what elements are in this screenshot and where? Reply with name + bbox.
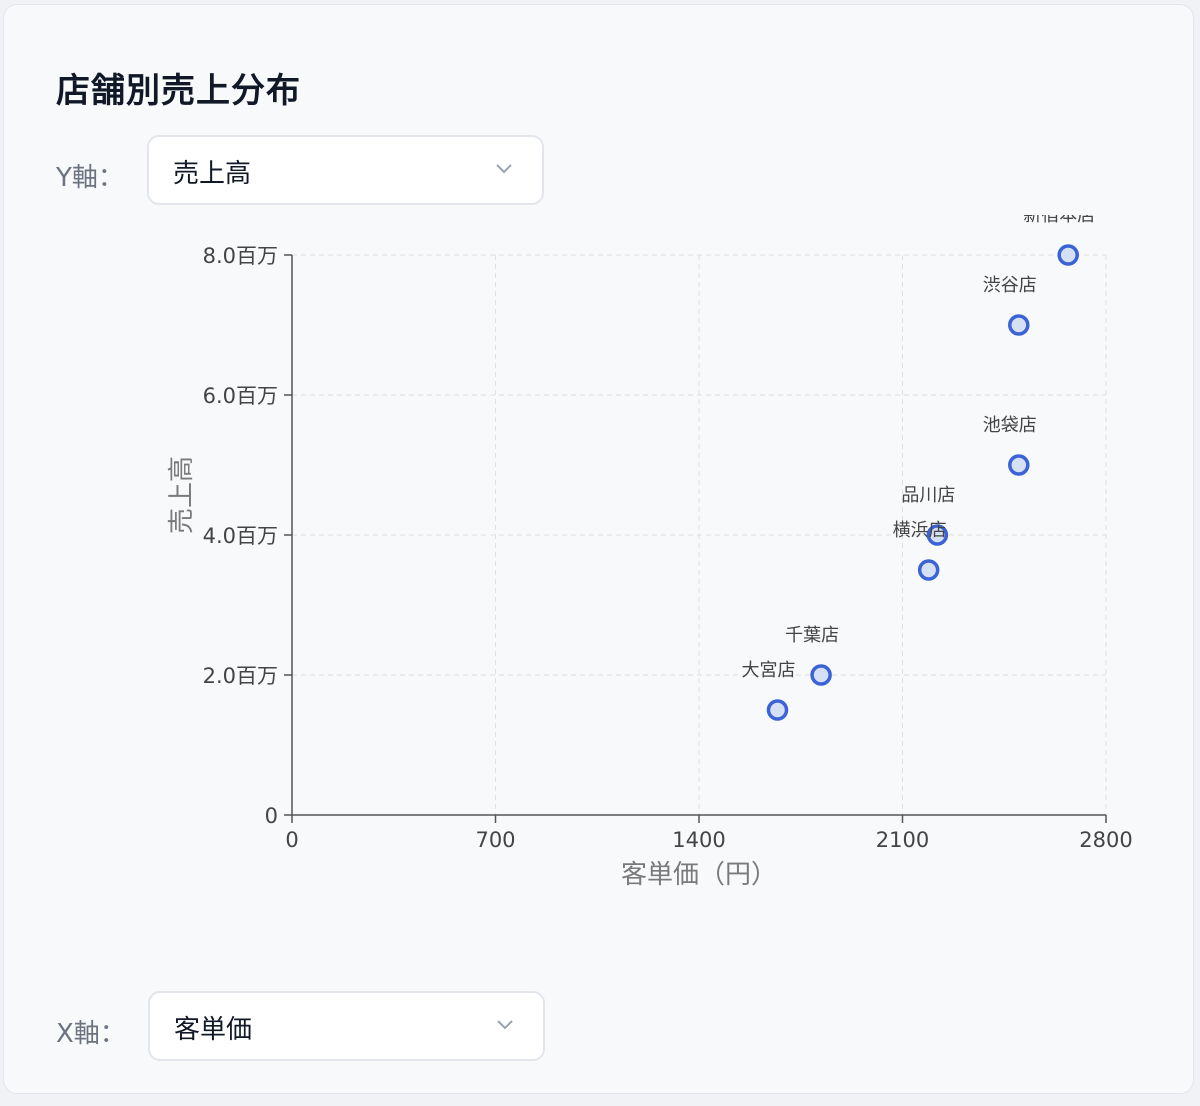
x-axis-select-value: 客単価 bbox=[174, 1015, 253, 1045]
data-point[interactable] bbox=[917, 559, 940, 581]
x-tick-label: 2800 bbox=[1079, 828, 1132, 852]
data-point[interactable] bbox=[1057, 244, 1079, 266]
data-point[interactable] bbox=[1008, 454, 1030, 476]
scatter-chart: 0 2.0百万 4.0百万 6.0百万 8.0百万 0 700 1400 2100 2800 新宿… bbox=[167, 205, 1133, 890]
y-axis-select[interactable]: 売上高 bbox=[147, 135, 544, 205]
y-tick-label: 2.0百万 bbox=[203, 664, 278, 688]
x-tick-label: 2100 bbox=[876, 828, 929, 852]
y-axis-title: 売上高 bbox=[167, 456, 197, 534]
y-tick-label: 4.0百万 bbox=[203, 524, 278, 548]
grid-lines bbox=[292, 254, 1107, 815]
y-axis-select-value: 売上高 bbox=[173, 159, 252, 189]
data-point-label: 新宿本店 bbox=[1023, 205, 1095, 226]
data-point[interactable] bbox=[810, 664, 832, 686]
data-point-label: 横浜店 bbox=[893, 520, 947, 541]
data-point-label: 千葉店 bbox=[785, 625, 839, 646]
data-point-label: 池袋店 bbox=[983, 415, 1037, 436]
x-tick-label: 0 bbox=[285, 828, 298, 852]
chevron-down-icon bbox=[497, 1020, 513, 1029]
y-tick-label: 8.0百万 bbox=[203, 244, 278, 268]
data-point-label: 品川店 bbox=[901, 485, 955, 506]
x-tick-label: 1400 bbox=[672, 828, 725, 852]
tick-labels: 0 2.0百万 4.0百万 6.0百万 8.0百万 0 700 1400 2100 2800 bbox=[203, 244, 1133, 852]
data-point-label: 渋谷店 bbox=[983, 275, 1037, 296]
y-tick-label: 6.0百万 bbox=[203, 384, 278, 408]
x-axis-control-label: X軸： bbox=[56, 1019, 126, 1049]
page-title: 店舗別売上分布 bbox=[56, 71, 301, 111]
data-point-label: 大宮店 bbox=[741, 660, 795, 681]
x-tick-label: 700 bbox=[475, 828, 515, 852]
data-point[interactable] bbox=[766, 699, 789, 721]
x-axis-select[interactable]: 客単価 bbox=[148, 991, 545, 1061]
y-tick-label: 0 bbox=[265, 804, 278, 828]
chevron-down-icon bbox=[496, 164, 512, 173]
chart-card: 店舗別売上分布 Y軸： 売上高 0 2.0百万 4.0百万 6.0百万 8.0百万 0 70… bbox=[3, 4, 1194, 1094]
y-axis-control-label: Y軸： bbox=[56, 163, 124, 193]
data-point[interactable] bbox=[926, 524, 949, 546]
data-point[interactable] bbox=[1008, 314, 1030, 336]
x-axis-title: 客単価（円） bbox=[621, 860, 777, 890]
